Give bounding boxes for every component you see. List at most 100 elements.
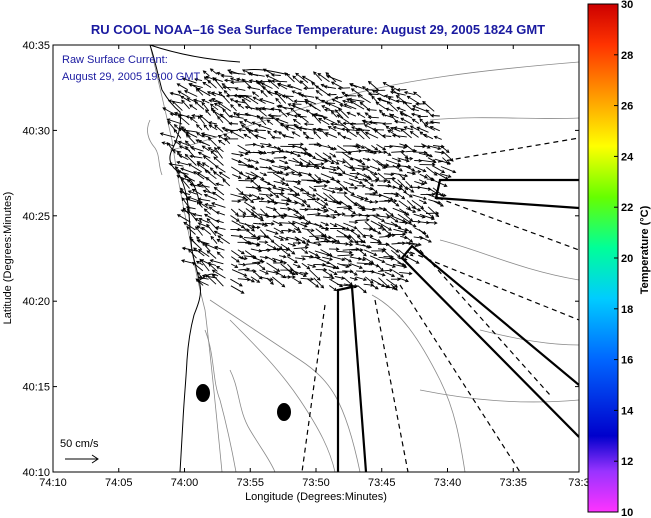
current-vector (348, 98, 365, 102)
current-vector (197, 163, 211, 174)
current-vector (187, 97, 196, 103)
current-vector (190, 183, 204, 188)
current-vector (197, 115, 205, 125)
current-vector (315, 236, 328, 240)
current-vector-head (423, 124, 428, 128)
current-vector-head (359, 101, 364, 106)
current-vector-head (287, 84, 291, 88)
current-vector (205, 243, 218, 250)
current-vector-head (399, 111, 404, 115)
current-vector-head (404, 228, 409, 232)
current-vector-head (291, 104, 296, 109)
current-vector-head (197, 140, 202, 144)
current-vector (386, 278, 398, 288)
current-vector-head (310, 277, 315, 282)
current-vector-head (210, 107, 215, 111)
current-vector (430, 126, 440, 132)
current-vector-head (264, 223, 269, 227)
current-vector-head (285, 202, 290, 206)
current-vector-head (331, 189, 336, 194)
current-vector (197, 161, 205, 167)
current-vector (210, 150, 219, 158)
current-vector-head (264, 240, 269, 245)
current-vector-head (301, 203, 306, 207)
current-vector-head (230, 104, 234, 108)
colorbar-tick-label: 12 (621, 456, 633, 468)
current-vector (194, 78, 203, 82)
current-vector (371, 187, 378, 194)
x-tick-label: 73:3 (568, 477, 589, 489)
current-vector (208, 147, 218, 153)
current-vector-head (429, 125, 434, 130)
current-vector (309, 235, 325, 237)
current-vector-head (405, 212, 410, 216)
current-vector (326, 75, 342, 83)
current-vector (372, 214, 385, 222)
current-vector (212, 109, 225, 119)
current-vector (243, 255, 256, 258)
sector-line (437, 197, 579, 251)
current-vector-head (435, 213, 440, 218)
current-vector (330, 178, 340, 183)
current-vector (231, 256, 240, 263)
current-vector (337, 120, 351, 132)
current-vector (230, 166, 243, 175)
current-vector-head (251, 224, 256, 228)
current-vector-head (323, 108, 328, 112)
current-vector-head (409, 130, 414, 135)
current-vector-head (177, 140, 182, 145)
current-vector (433, 200, 444, 207)
current-vector-head (377, 167, 381, 171)
current-vector-head (188, 83, 193, 87)
contour-line (229, 369, 276, 472)
current-vector (313, 185, 327, 187)
current-vector (343, 229, 355, 232)
current-vector-head (352, 284, 357, 289)
current-vector-head (195, 124, 200, 128)
current-vector-head (444, 176, 449, 180)
current-vector (279, 222, 295, 225)
current-vector-head (336, 119, 341, 124)
current-vector (306, 229, 319, 241)
current-vector (413, 151, 427, 154)
current-vector-head (245, 95, 249, 99)
current-vector (273, 227, 284, 234)
current-vector (274, 91, 287, 104)
current-vector-head (178, 145, 183, 149)
current-vector (398, 257, 407, 261)
current-vector-head (367, 148, 372, 153)
current-vector-head (348, 250, 353, 255)
current-vector (321, 145, 337, 150)
current-vector (308, 163, 324, 166)
current-vector-head (236, 259, 240, 263)
current-vector (177, 171, 189, 175)
current-vector (313, 131, 322, 140)
current-vector-head (173, 124, 178, 128)
current-vector (292, 180, 301, 185)
current-vector (392, 207, 408, 215)
current-vector-head (429, 120, 434, 124)
current-vector-head (410, 189, 415, 193)
current-vector-head (252, 142, 257, 147)
current-vector (391, 88, 400, 96)
current-vector-head (176, 170, 181, 174)
current-vector-head (275, 194, 280, 198)
current-vector-head (417, 114, 421, 119)
current-vector (309, 103, 321, 112)
current-vector-head (342, 135, 346, 140)
current-vector-head (290, 107, 295, 112)
current-vector (392, 263, 407, 268)
current-vector-head (362, 257, 367, 262)
sector-line (301, 304, 326, 472)
current-vector (174, 140, 181, 146)
current-vector-head (176, 174, 181, 179)
current-vector-head (201, 226, 205, 231)
current-vector-head (409, 239, 414, 243)
current-vector-head (332, 265, 337, 270)
current-vector-head (261, 106, 266, 111)
current-vector-head (260, 197, 265, 201)
current-vector-head (348, 258, 353, 263)
current-vector-head (205, 109, 209, 114)
current-vector (356, 128, 370, 131)
current-vector (195, 88, 204, 96)
